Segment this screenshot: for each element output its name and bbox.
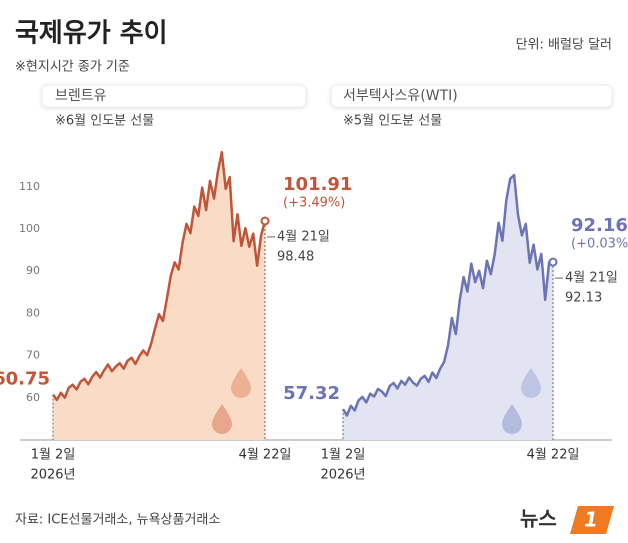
y-tick-label: 80 [26, 306, 40, 319]
drop-icon [231, 368, 251, 398]
panel-header [330, 84, 613, 108]
y-tick-label: 100 [19, 222, 40, 235]
y-tick-label: 60 [26, 391, 40, 404]
x-tick-label: 4월 22일 [527, 448, 580, 463]
logo-badge [570, 506, 614, 534]
change-label: (+3.49%) [283, 195, 345, 210]
line [341, 173, 554, 417]
source: 자료: ICE선물거래소, 뉴욕상품거래소 [15, 513, 220, 528]
prev-date-label: 4월 21일 [565, 271, 618, 286]
title: 국제유가 추이 [15, 19, 168, 49]
panel-note: ※5월 인도분 선물 [343, 114, 442, 129]
last-label: 92.16 [571, 215, 628, 236]
unit: 단위: 배럴당 달러 [516, 38, 612, 53]
last-point [260, 216, 270, 226]
x-year-label: 2026년 [320, 468, 365, 483]
last-label: 101.91 [283, 174, 352, 195]
prev-value-label: 92.13 [565, 291, 602, 306]
drop-icon [521, 368, 541, 398]
y-tick-label: 70 [26, 349, 40, 362]
change-label: (+0.03%) [571, 237, 628, 252]
panel-header [41, 84, 307, 108]
prev-date-label: 4월 21일 [277, 229, 330, 244]
x-tick-label: 1월 2일 [31, 448, 76, 463]
panel-title: 브렌트유 [55, 88, 107, 104]
charts: 브렌트유 ※6월 인도분 선물 60 70 80 90 100 110 1월 2일 2026년 4월… [0, 88, 628, 483]
x-year-label: 2026년 [30, 468, 75, 483]
panel-title: 서부텍사스유(WTI) [343, 88, 458, 104]
panel-note: ※6월 인도분 선물 [55, 114, 154, 129]
y-tick-label: 110 [19, 180, 40, 193]
area [343, 175, 553, 440]
line [51, 150, 267, 402]
drop-icon [212, 404, 232, 434]
x-tick-label: 4월 22일 [239, 448, 292, 463]
y-tick-label: 90 [26, 264, 40, 277]
drop-icon [502, 404, 522, 434]
last-point [548, 257, 558, 267]
start-label: 57.32 [283, 383, 340, 404]
prev-value-label: 98.48 [277, 249, 314, 264]
x-tick-label: 1월 2일 [321, 448, 366, 463]
subtitle: ※현지시간 종가 기준 [15, 60, 130, 75]
logo-mark: 1 [584, 508, 598, 532]
start-label: 60.75 [0, 369, 50, 390]
logo-text: 뉴스 [520, 507, 557, 531]
